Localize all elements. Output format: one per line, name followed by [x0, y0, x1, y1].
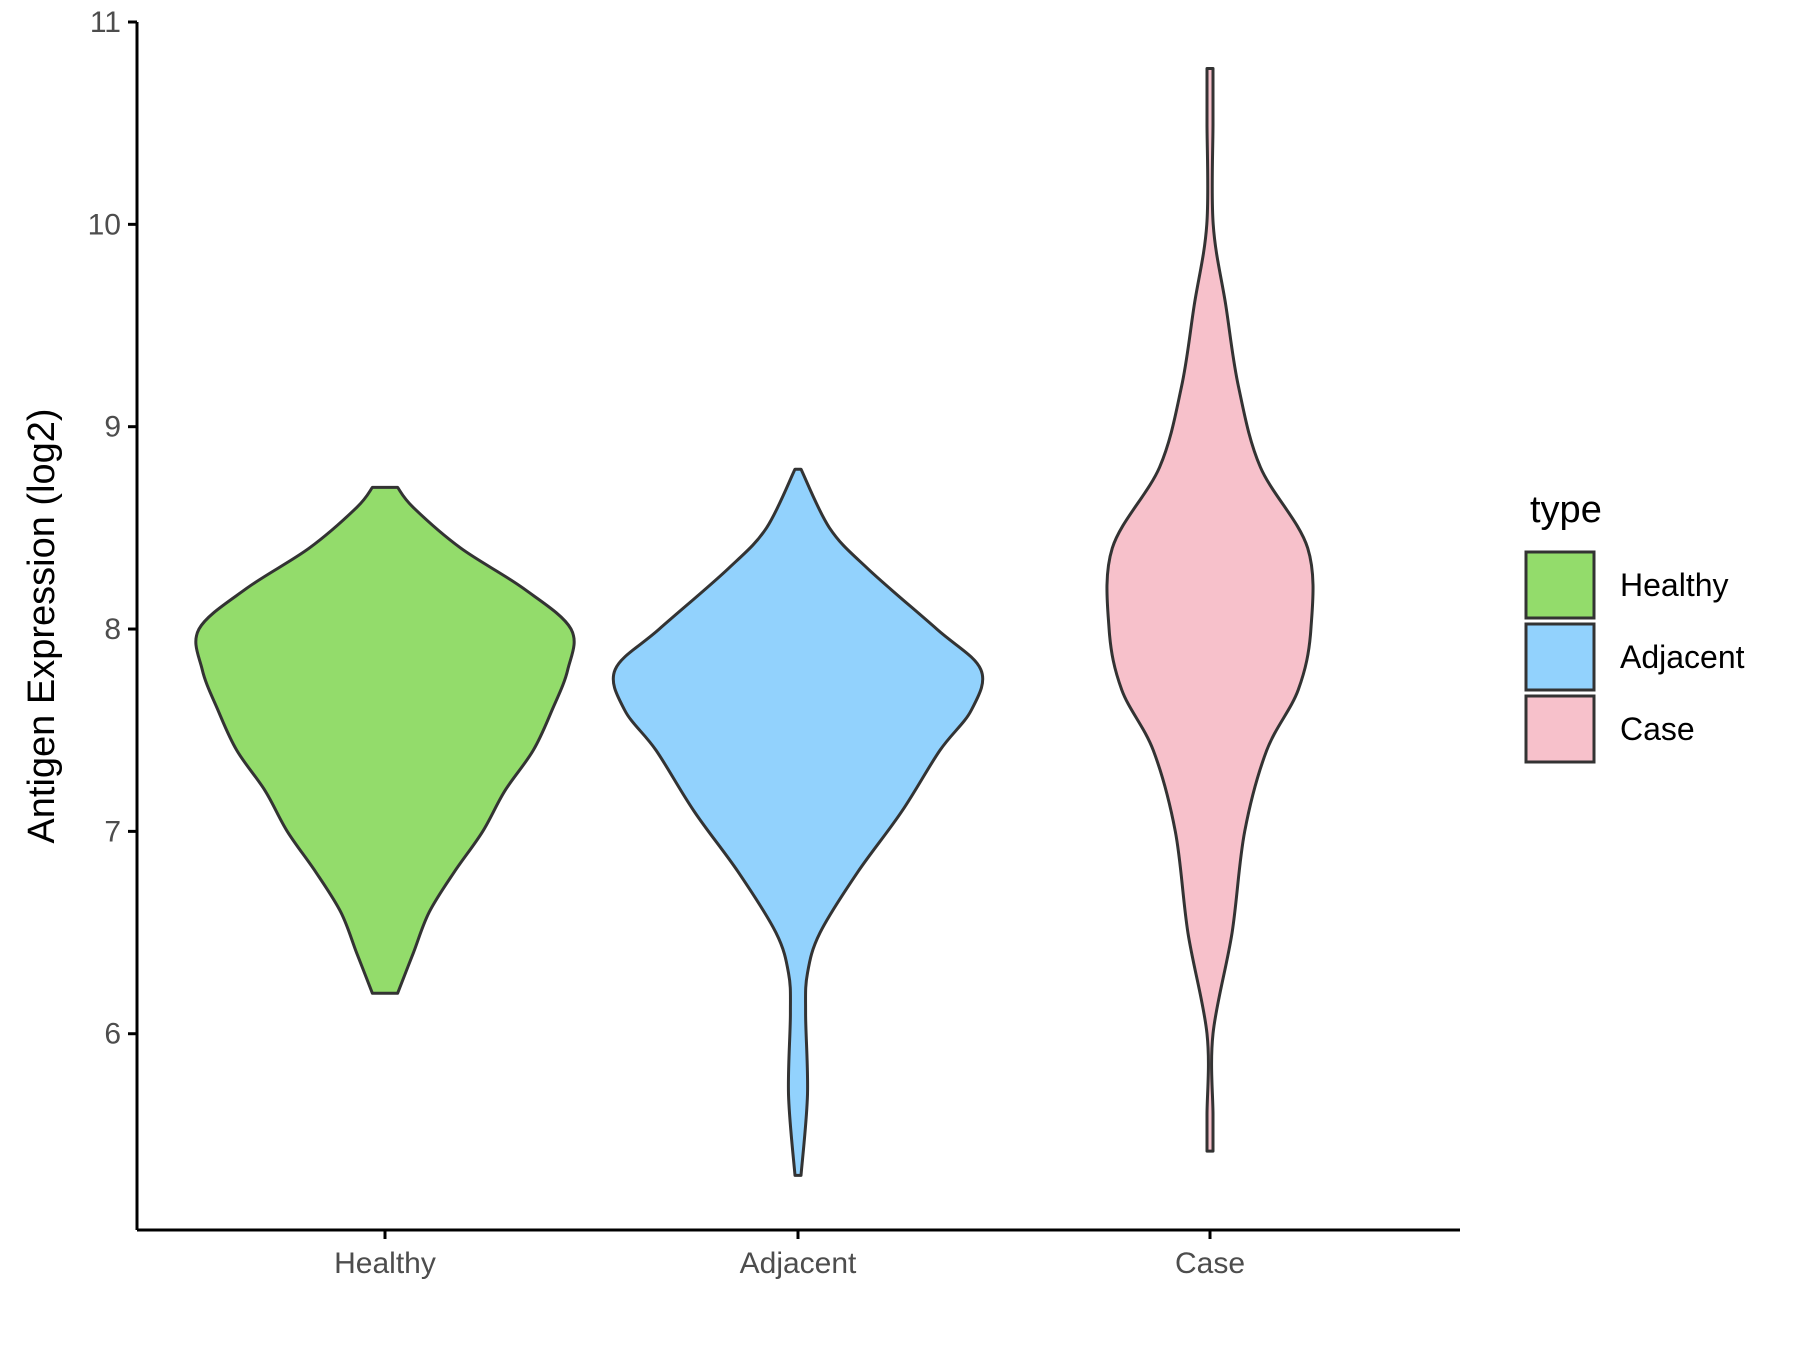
legend-swatch-case: [1524, 694, 1596, 764]
y-axis: 6 7 8 9 10 11: [88, 6, 139, 1230]
legend-swatch-adjacent: [1524, 622, 1596, 692]
x-tick-label-adjacent: Adjacent: [740, 1247, 857, 1280]
y-tick-label-11: 11: [90, 6, 121, 39]
y-tick-label-6: 6: [104, 1018, 121, 1051]
legend: type Healthy Adjacent Case: [1524, 489, 1745, 764]
y-tick-label-10: 10: [88, 208, 121, 241]
violin-case: [1105, 67, 1315, 1153]
violin-healthy: [194, 485, 576, 995]
legend-title: type: [1530, 489, 1602, 531]
x-axis: Healthy Adjacent Case: [137, 1228, 1460, 1280]
plot-area: [194, 67, 1315, 1177]
legend-label-adjacent: Adjacent: [1620, 639, 1745, 675]
violin-adjacent: [611, 467, 985, 1177]
y-axis-title: Antigen Expression (log2): [21, 408, 63, 843]
y-tick-label-8: 8: [104, 613, 121, 646]
legend-label-case: Case: [1620, 711, 1695, 747]
x-tick-label-case: Case: [1175, 1247, 1245, 1280]
legend-label-healthy: Healthy: [1620, 567, 1729, 603]
x-tick-label-healthy: Healthy: [334, 1247, 436, 1280]
y-tick-label-7: 7: [104, 815, 121, 848]
y-tick-label-9: 9: [104, 411, 121, 444]
legend-swatch-healthy: [1524, 550, 1596, 620]
